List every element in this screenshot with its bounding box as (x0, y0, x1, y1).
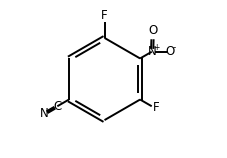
Text: N: N (147, 45, 156, 58)
Text: F: F (101, 9, 107, 22)
Text: O: O (164, 45, 173, 58)
Text: O: O (147, 24, 156, 37)
Text: C: C (53, 100, 61, 113)
Text: -: - (171, 43, 175, 52)
Text: F: F (152, 100, 158, 114)
Text: N: N (40, 107, 49, 120)
Text: +: + (153, 43, 159, 52)
